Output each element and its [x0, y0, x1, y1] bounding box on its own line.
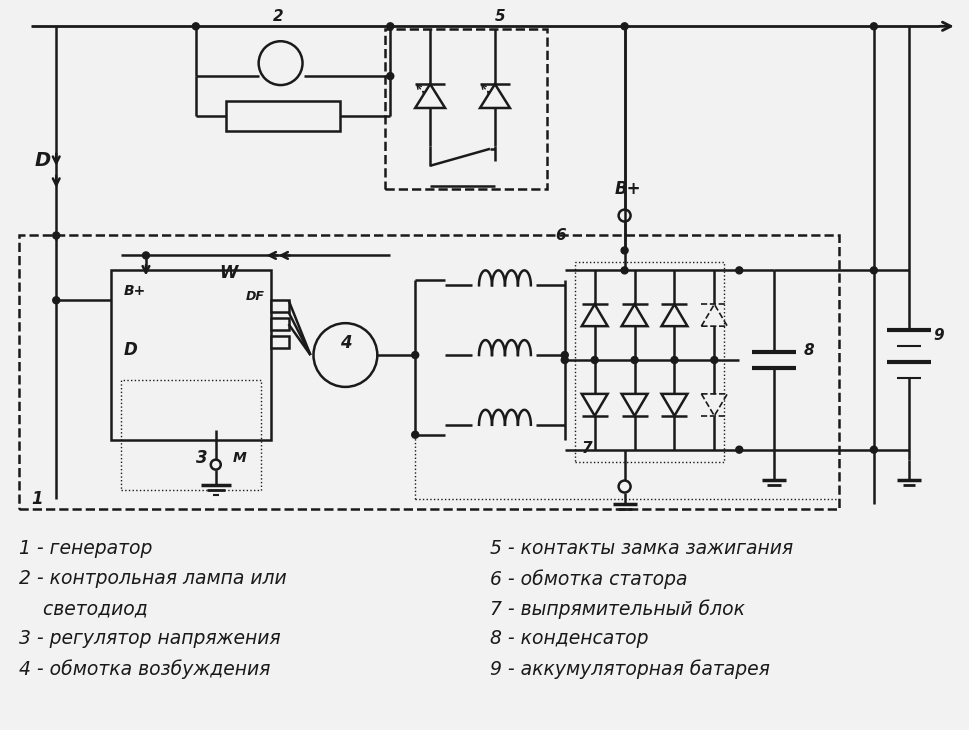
Text: 5 - контакты замка зажигания: 5 - контакты замка зажигания: [489, 539, 793, 558]
Text: 4: 4: [339, 334, 351, 352]
Polygon shape: [621, 304, 647, 326]
Text: 4 - обмотка возбуждения: 4 - обмотка возбуждения: [19, 659, 270, 679]
Circle shape: [313, 323, 377, 387]
Text: 8: 8: [803, 343, 814, 358]
Circle shape: [411, 431, 419, 438]
Polygon shape: [661, 394, 687, 416]
Circle shape: [869, 446, 877, 453]
Circle shape: [259, 41, 302, 85]
Text: W: W: [219, 264, 236, 283]
Text: 3: 3: [196, 449, 207, 466]
Circle shape: [387, 23, 393, 30]
Polygon shape: [415, 84, 445, 108]
Text: 8 - конденсатор: 8 - конденсатор: [489, 629, 648, 648]
Text: 1 - генератор: 1 - генератор: [19, 539, 152, 558]
Circle shape: [192, 23, 199, 30]
Circle shape: [387, 72, 393, 80]
Text: 7: 7: [581, 441, 592, 456]
Polygon shape: [621, 394, 647, 416]
Text: 5: 5: [494, 9, 505, 24]
Text: D: D: [34, 151, 50, 170]
Circle shape: [411, 352, 419, 358]
Text: 2 - контрольная лампа или: 2 - контрольная лампа или: [19, 569, 287, 588]
Text: M: M: [233, 450, 246, 464]
Circle shape: [869, 23, 877, 30]
Circle shape: [735, 446, 742, 453]
Bar: [19, 236, 838, 510]
Bar: [226, 101, 340, 131]
Circle shape: [52, 297, 60, 304]
Text: B+: B+: [614, 180, 641, 198]
Text: D: D: [124, 341, 138, 359]
Bar: [270, 300, 288, 312]
Polygon shape: [661, 304, 687, 326]
Text: DF: DF: [245, 291, 265, 303]
Circle shape: [561, 356, 568, 364]
Text: 6: 6: [554, 228, 565, 244]
Circle shape: [631, 356, 638, 364]
Text: 9: 9: [933, 328, 944, 343]
Circle shape: [620, 23, 628, 30]
Circle shape: [671, 356, 677, 364]
Text: B+: B+: [124, 284, 146, 299]
Circle shape: [590, 356, 598, 364]
Circle shape: [561, 352, 568, 358]
Text: 3 - регулятор напряжения: 3 - регулятор напряжения: [19, 629, 281, 648]
Text: 7 - выпрямительный блок: 7 - выпрямительный блок: [489, 599, 744, 619]
Bar: [575, 262, 724, 461]
Bar: [270, 336, 288, 348]
Bar: [121, 380, 261, 490]
Polygon shape: [581, 394, 607, 416]
Polygon shape: [480, 84, 510, 108]
Circle shape: [142, 252, 149, 259]
Bar: [270, 318, 288, 330]
Circle shape: [735, 267, 742, 274]
Text: 9 - аккумуляторная батарея: 9 - аккумуляторная батарея: [489, 659, 769, 679]
Polygon shape: [581, 304, 607, 326]
Text: светодиод: светодиод: [19, 599, 148, 618]
Bar: [111, 270, 270, 439]
Text: 1: 1: [31, 491, 43, 509]
Circle shape: [620, 247, 628, 254]
Text: 2: 2: [273, 9, 284, 24]
Circle shape: [620, 267, 628, 274]
Circle shape: [869, 267, 877, 274]
Text: 6 - обмотка статора: 6 - обмотка статора: [489, 569, 687, 589]
Circle shape: [710, 356, 717, 364]
Bar: [385, 29, 547, 188]
Circle shape: [52, 232, 60, 239]
